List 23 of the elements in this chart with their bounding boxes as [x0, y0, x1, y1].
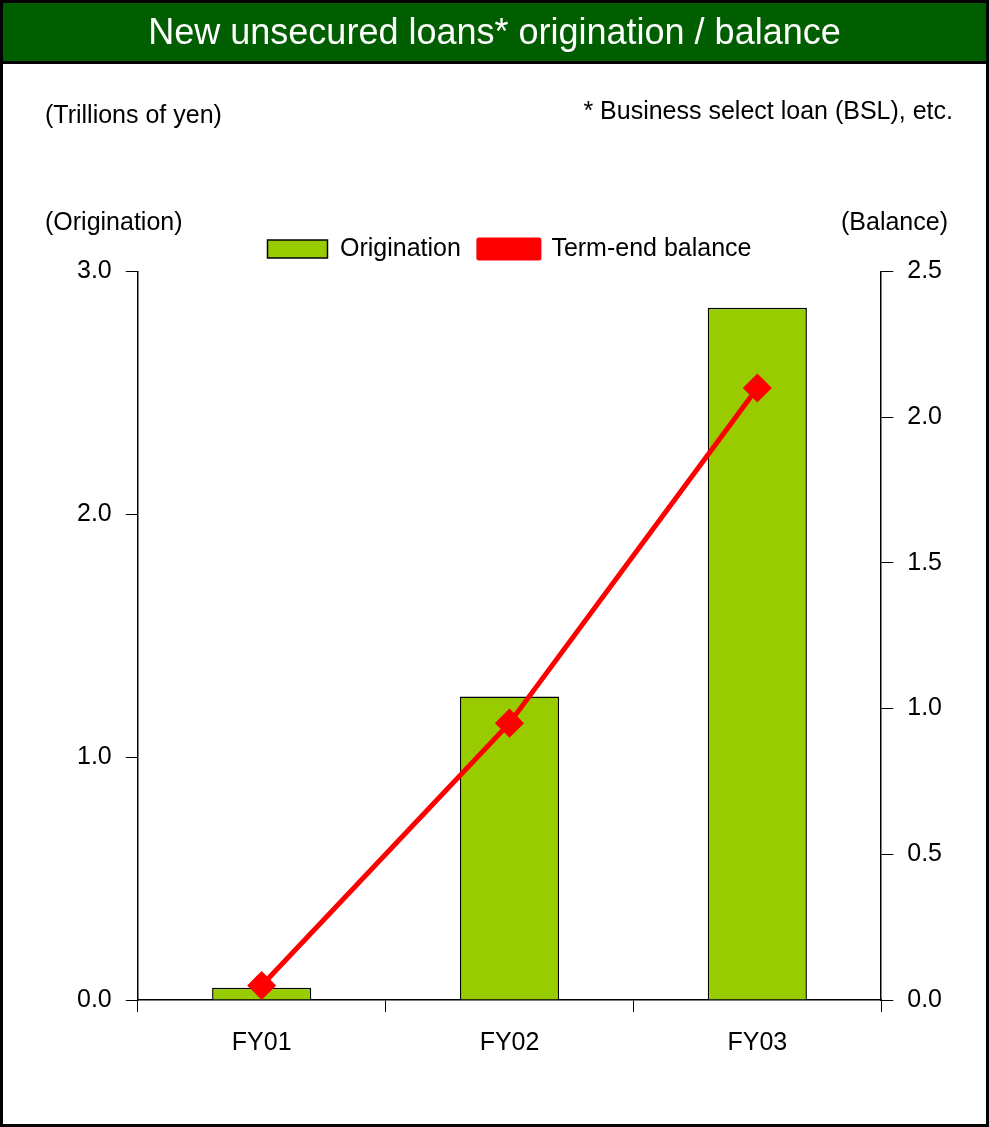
y-tick-label: 3.0: [76, 255, 112, 284]
y2-tick-label: 0.5: [907, 838, 943, 867]
text: * Business select loan (BSL), etc.: [583, 95, 953, 124]
y2-tick-label: 1.5: [907, 546, 943, 575]
y2-tick-label: 0.0: [907, 983, 943, 1012]
legend-label: Term-end balance: [551, 232, 752, 261]
point: [496, 709, 523, 737]
y2-tick-label: 1.0: [907, 692, 943, 721]
y-axis-title: (Origination): [45, 207, 183, 236]
x-tick-label: FY03: [727, 1026, 788, 1055]
y2-tick-label: 2.5: [907, 255, 943, 284]
x-tick-label: FY02: [479, 1026, 540, 1055]
y-tick-label: 2.0: [76, 498, 112, 527]
point: [743, 374, 771, 402]
x-tick-label: FY01: [231, 1026, 292, 1055]
y2-tick-label: 2.0: [907, 401, 943, 430]
y2-axis-title: (Balance): [841, 207, 948, 236]
legend-label: Origination: [340, 232, 461, 261]
y-tick-label: 1.0: [76, 741, 112, 770]
text: (Trillions of yen): [45, 99, 222, 128]
y-tick-label: 0.0: [76, 983, 112, 1012]
chart-title: New unsecured loans* origination / balance: [3, 3, 986, 64]
point: [248, 971, 276, 999]
